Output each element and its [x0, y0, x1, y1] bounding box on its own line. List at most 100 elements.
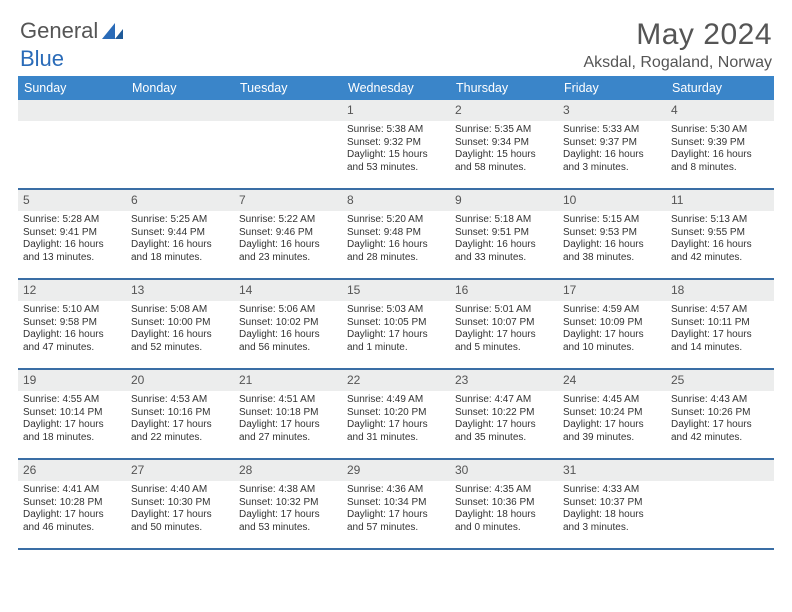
sunset-text: Sunset: 10:26 PM [671, 407, 770, 420]
calendar-day: 24Sunrise: 4:45 AMSunset: 10:24 PMDaylig… [558, 370, 666, 458]
daylight-text: Daylight: 16 hours and 18 minutes. [131, 239, 230, 264]
day-number: 2 [450, 100, 558, 121]
dow-cell: Friday [558, 76, 666, 100]
month-title: May 2024 [583, 18, 772, 52]
day-number: 6 [126, 190, 234, 211]
daylight-text: Daylight: 18 hours and 3 minutes. [563, 509, 662, 534]
day-number: 12 [18, 280, 126, 301]
daylight-text: Daylight: 17 hours and 22 minutes. [131, 419, 230, 444]
sunrise-text: Sunrise: 5:33 AM [563, 124, 662, 137]
daylight-text: Daylight: 16 hours and 3 minutes. [563, 149, 662, 174]
daylight-text: Daylight: 17 hours and 42 minutes. [671, 419, 770, 444]
daylight-text: Daylight: 17 hours and 57 minutes. [347, 509, 446, 534]
daylight-text: Daylight: 16 hours and 23 minutes. [239, 239, 338, 264]
brand-name-a: General [20, 18, 98, 44]
daylight-text: Daylight: 16 hours and 42 minutes. [671, 239, 770, 264]
location-subtitle: Aksdal, Rogaland, Norway [583, 54, 772, 72]
calendar-week: 19Sunrise: 4:55 AMSunset: 10:14 PMDaylig… [18, 370, 774, 460]
calendar-day: 27Sunrise: 4:40 AMSunset: 10:30 PMDaylig… [126, 460, 234, 548]
day-of-week-header: SundayMondayTuesdayWednesdayThursdayFrid… [18, 76, 774, 100]
sunrise-text: Sunrise: 5:35 AM [455, 124, 554, 137]
day-number [18, 100, 126, 121]
calendar-day: 9Sunrise: 5:18 AMSunset: 9:51 PMDaylight… [450, 190, 558, 278]
sunset-text: Sunset: 9:44 PM [131, 227, 230, 240]
calendar-day [234, 100, 342, 188]
day-number: 21 [234, 370, 342, 391]
calendar-day: 18Sunrise: 4:57 AMSunset: 10:11 PMDaylig… [666, 280, 774, 368]
sunrise-text: Sunrise: 4:45 AM [563, 394, 662, 407]
day-number: 29 [342, 460, 450, 481]
dow-cell: Wednesday [342, 76, 450, 100]
sunrise-text: Sunrise: 4:57 AM [671, 304, 770, 317]
daylight-text: Daylight: 17 hours and 39 minutes. [563, 419, 662, 444]
sunrise-text: Sunrise: 5:06 AM [239, 304, 338, 317]
sunset-text: Sunset: 10:05 PM [347, 317, 446, 330]
daylight-text: Daylight: 16 hours and 28 minutes. [347, 239, 446, 264]
brand-logo: General [20, 18, 128, 44]
sunrise-text: Sunrise: 5:03 AM [347, 304, 446, 317]
sunrise-text: Sunrise: 4:40 AM [131, 484, 230, 497]
sunset-text: Sunset: 10:30 PM [131, 497, 230, 510]
sunrise-text: Sunrise: 5:13 AM [671, 214, 770, 227]
calendar-week: 26Sunrise: 4:41 AMSunset: 10:28 PMDaylig… [18, 460, 774, 550]
sunset-text: Sunset: 9:32 PM [347, 137, 446, 150]
sunset-text: Sunset: 9:58 PM [23, 317, 122, 330]
dow-cell: Saturday [666, 76, 774, 100]
calendar-day: 11 Sunrise: 5:13 AMSunset: 9:55 PMDayligh… [666, 190, 774, 278]
day-number: 14 [234, 280, 342, 301]
calendar-day: 13Sunrise: 5:08 AMSunset: 10:00 PMDaylig… [126, 280, 234, 368]
sunset-text: Sunset: 9:41 PM [23, 227, 122, 240]
sunset-text: Sunset: 10:09 PM [563, 317, 662, 330]
header: General May 2024 Aksdal, Rogaland, Norwa… [0, 0, 792, 76]
calendar-day: 10Sunrise: 5:15 AMSunset: 9:53 PMDayligh… [558, 190, 666, 278]
calendar-day: 17Sunrise: 4:59 AMSunset: 10:09 PMDaylig… [558, 280, 666, 368]
calendar-day: 2Sunrise: 5:35 AMSunset: 9:34 PMDaylight… [450, 100, 558, 188]
calendar-day [126, 100, 234, 188]
calendar-day: 30Sunrise: 4:35 AMSunset: 10:36 PMDaylig… [450, 460, 558, 548]
day-number: 26 [18, 460, 126, 481]
sunset-text: Sunset: 9:55 PM [671, 227, 770, 240]
sunset-text: Sunset: 10:28 PM [23, 497, 122, 510]
day-number: 15 [342, 280, 450, 301]
daylight-text: Daylight: 16 hours and 13 minutes. [23, 239, 122, 264]
daylight-text: Daylight: 17 hours and 31 minutes. [347, 419, 446, 444]
sunrise-text: Sunrise: 4:47 AM [455, 394, 554, 407]
sunrise-text: Sunrise: 5:18 AM [455, 214, 554, 227]
dow-cell: Tuesday [234, 76, 342, 100]
day-number: 11 [666, 190, 774, 211]
calendar-day [666, 460, 774, 548]
sunset-text: Sunset: 10:00 PM [131, 317, 230, 330]
daylight-text: Daylight: 17 hours and 14 minutes. [671, 329, 770, 354]
calendar-day: 25Sunrise: 4:43 AMSunset: 10:26 PMDaylig… [666, 370, 774, 458]
sunset-text: Sunset: 10:37 PM [563, 497, 662, 510]
daylight-text: Daylight: 16 hours and 33 minutes. [455, 239, 554, 264]
calendar-day: 20Sunrise: 4:53 AMSunset: 10:16 PMDaylig… [126, 370, 234, 458]
daylight-text: Daylight: 17 hours and 35 minutes. [455, 419, 554, 444]
day-number: 13 [126, 280, 234, 301]
day-number: 25 [666, 370, 774, 391]
dow-cell: Sunday [18, 76, 126, 100]
calendar-day: 15Sunrise: 5:03 AMSunset: 10:05 PMDaylig… [342, 280, 450, 368]
sunset-text: Sunset: 10:07 PM [455, 317, 554, 330]
daylight-text: Daylight: 16 hours and 8 minutes. [671, 149, 770, 174]
calendar-day: 8Sunrise: 5:20 AMSunset: 9:48 PMDaylight… [342, 190, 450, 278]
daylight-text: Daylight: 16 hours and 47 minutes. [23, 329, 122, 354]
sunrise-text: Sunrise: 4:36 AM [347, 484, 446, 497]
calendar-week: 12Sunrise: 5:10 AMSunset: 9:58 PMDayligh… [18, 280, 774, 370]
calendar-day: 29Sunrise: 4:36 AMSunset: 10:34 PMDaylig… [342, 460, 450, 548]
sunset-text: Sunset: 10:32 PM [239, 497, 338, 510]
day-number: 31 [558, 460, 666, 481]
dow-cell: Thursday [450, 76, 558, 100]
sunset-text: Sunset: 9:37 PM [563, 137, 662, 150]
day-number: 1 [342, 100, 450, 121]
daylight-text: Daylight: 17 hours and 53 minutes. [239, 509, 338, 534]
day-number [666, 460, 774, 481]
sunset-text: Sunset: 10:11 PM [671, 317, 770, 330]
calendar-week: 1 Sunrise: 5:38 AMSunset: 9:32 PM Daylight… [18, 100, 774, 190]
sunrise-text: Sunrise: 5:20 AM [347, 214, 446, 227]
sunrise-text: Sunrise: 5:38 AM [347, 124, 446, 137]
calendar-day: 14Sunrise: 5:06 AMSunset: 10:02 PMDaylig… [234, 280, 342, 368]
calendar-day: 23Sunrise: 4:47 AMSunset: 10:22 PMDaylig… [450, 370, 558, 458]
sunset-text: Sunset: 10:14 PM [23, 407, 122, 420]
sunset-text: Sunset: 9:48 PM [347, 227, 446, 240]
